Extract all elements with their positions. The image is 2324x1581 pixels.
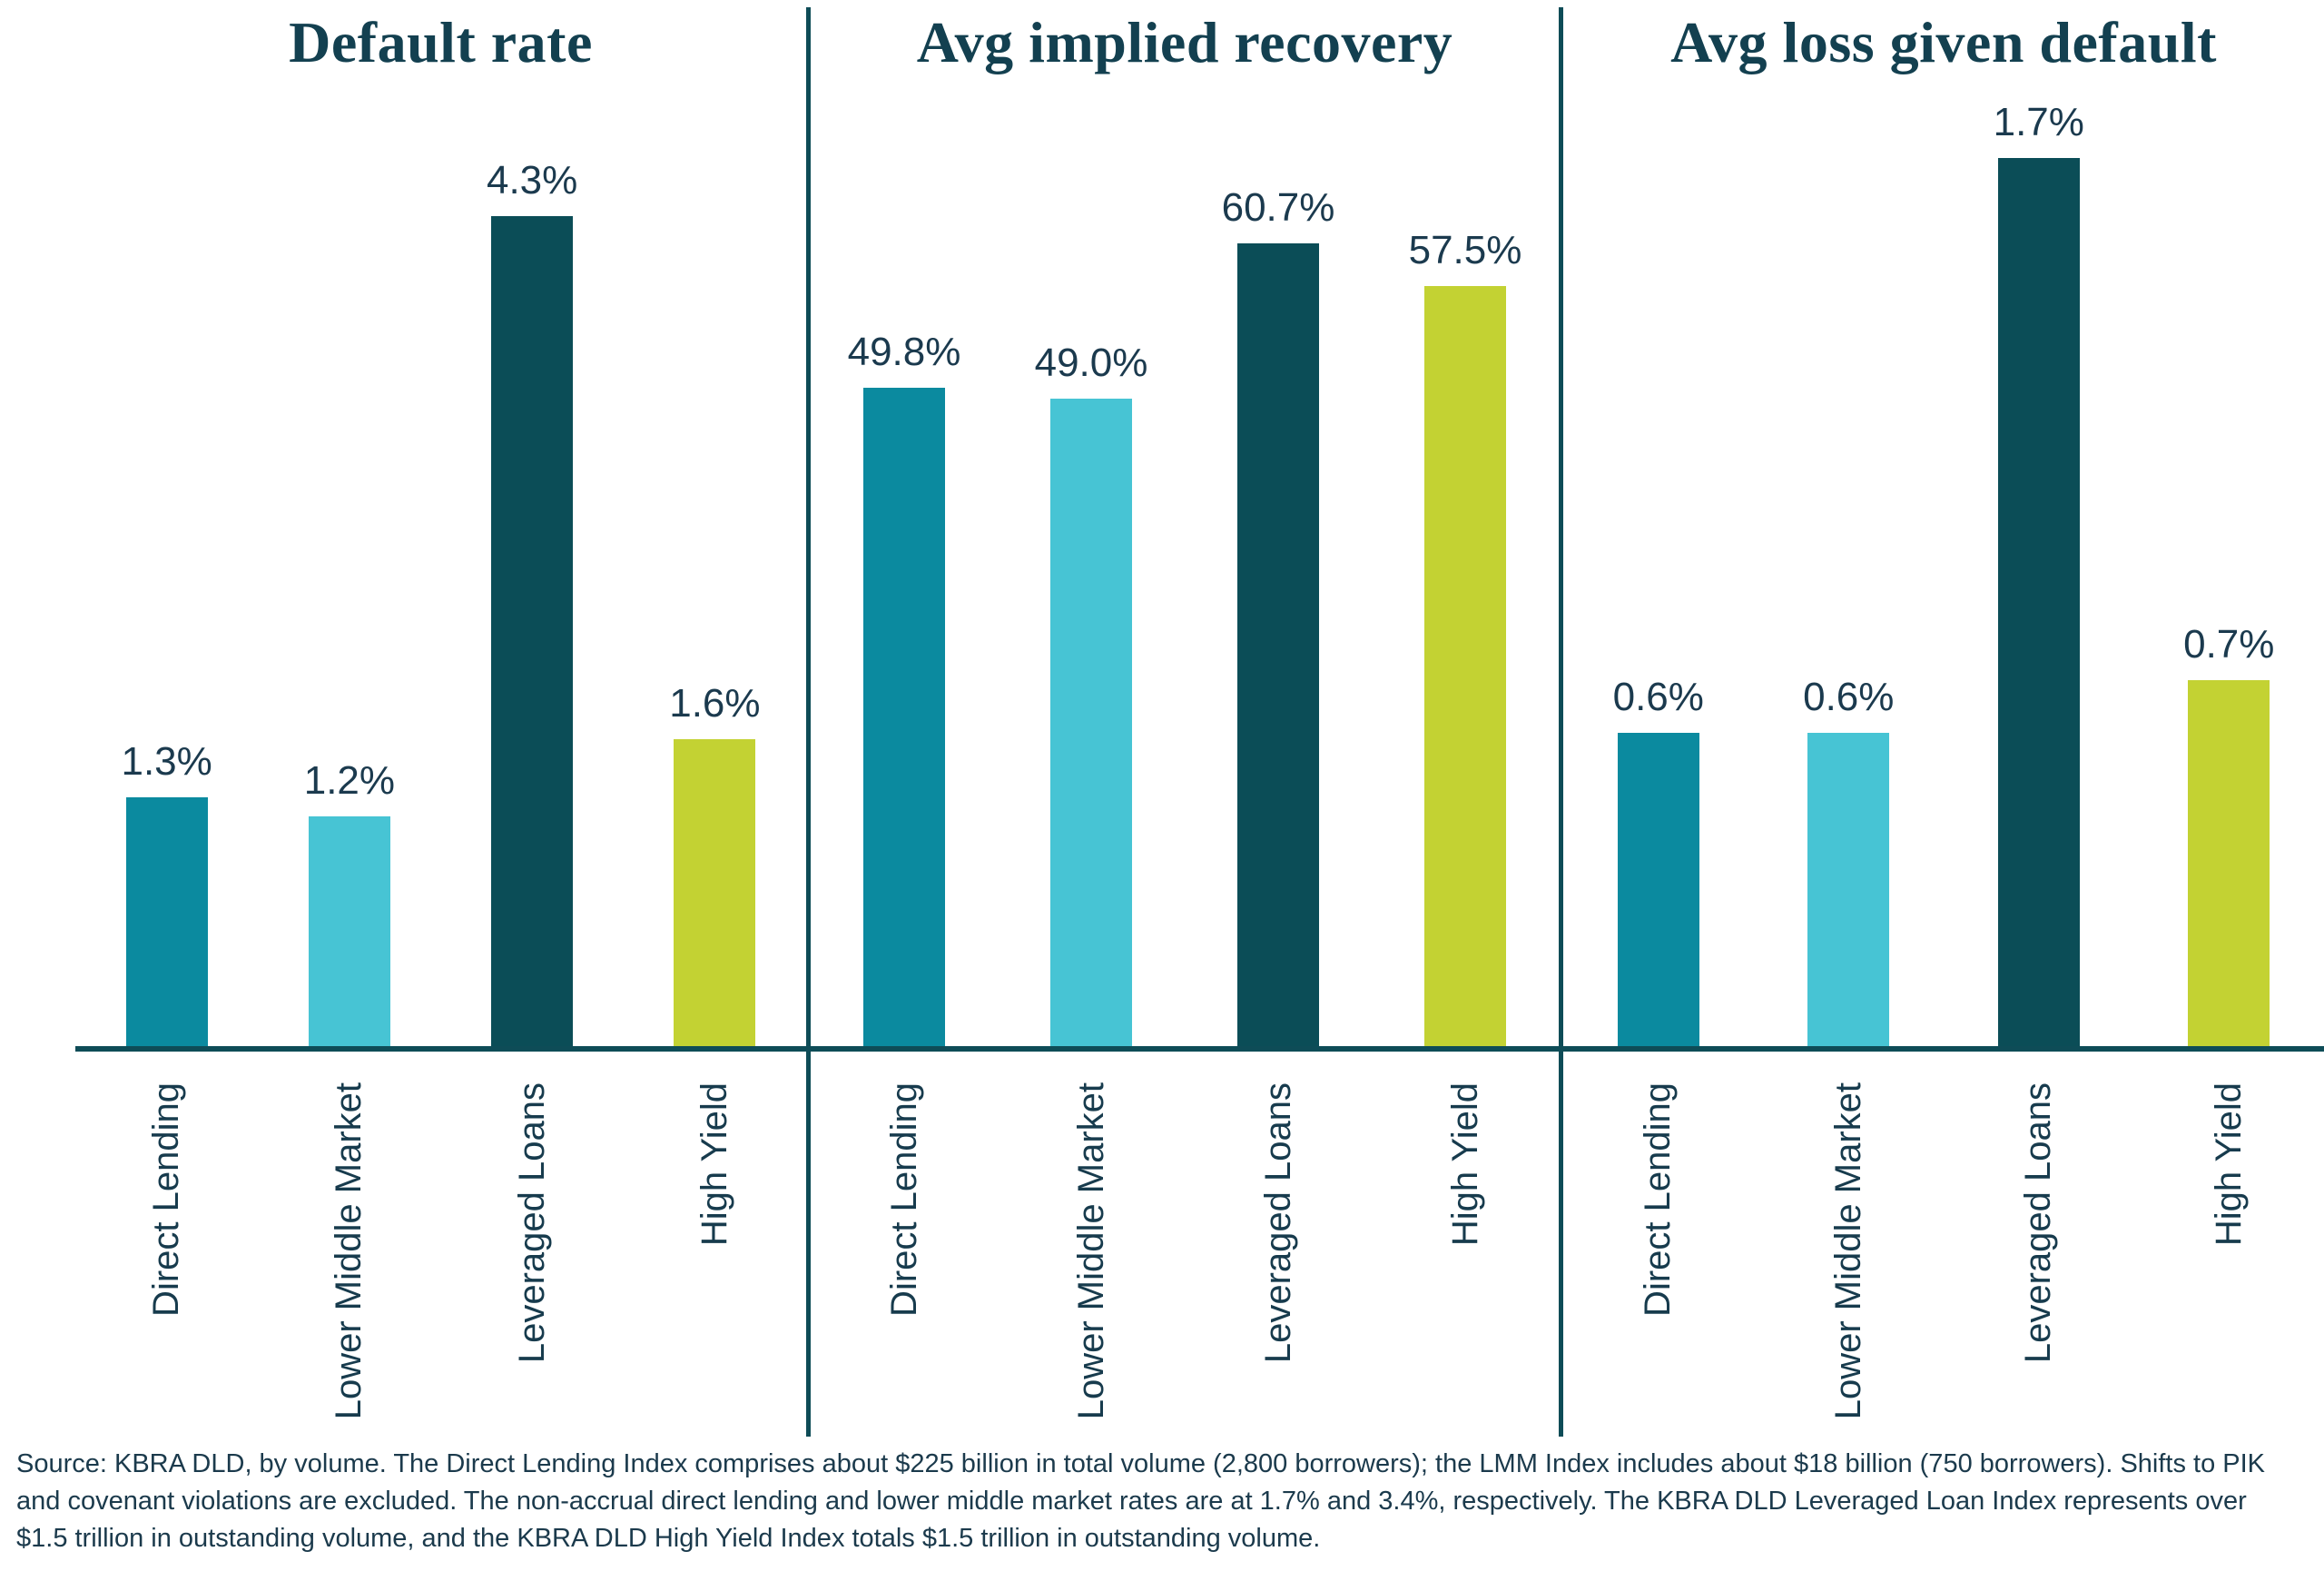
bar-direct-lending [125, 797, 208, 1049]
category-label: Leveraged Loans [2018, 1082, 2059, 1364]
bar-leveraged-loans [491, 216, 574, 1049]
value-label: 1.7% [1993, 100, 2084, 144]
category-labels-row-2: Direct Lending Lower Middle Market Leverag… [811, 1082, 1559, 1419]
category-slot: High Yield [624, 1082, 806, 1246]
bar-slot: 0.6% [1563, 100, 1754, 1049]
category-slot: Leveraged Loans [441, 1082, 624, 1363]
bar-leveraged-loans [1237, 243, 1319, 1049]
category-slot: High Yield [2134, 1082, 2324, 1246]
bar-high-yield [2188, 680, 2270, 1049]
value-label: 1.3% [121, 739, 212, 784]
category-labels-row-1: Direct Lending Lower Middle Market Leverag… [75, 1082, 806, 1419]
panel-title-1: Default rate [289, 10, 593, 74]
value-label: 4.3% [486, 158, 578, 203]
bar-slot: 1.3% [75, 100, 258, 1049]
bar-high-yield [674, 739, 756, 1049]
bar-slot: 4.3% [441, 100, 624, 1049]
panel-divider-1 [806, 7, 811, 1437]
bar-lower-middle-market [1807, 733, 1890, 1049]
category-label: Lower Middle Market [1070, 1082, 1111, 1420]
value-label: 0.6% [1612, 675, 1704, 719]
bar-slot: 1.7% [1944, 100, 2134, 1049]
bar-slot: 0.7% [2134, 100, 2324, 1049]
bar-slot: 1.6% [624, 100, 806, 1049]
bar-leveraged-loans [1997, 158, 2080, 1049]
category-labels-row-3: Direct Lending Lower Middle Market Leverag… [1563, 1082, 2324, 1419]
bar-high-yield [1424, 286, 1506, 1049]
value-label: 49.8% [847, 330, 961, 374]
category-slot: Lower Middle Market [998, 1082, 1185, 1419]
category-slot: Direct Lending [75, 1082, 258, 1317]
category-label: Leveraged Loans [1257, 1082, 1298, 1364]
bar-slot: 49.0% [998, 100, 1185, 1049]
bar-lower-middle-market [308, 816, 390, 1049]
bar-lower-middle-market [1050, 399, 1132, 1049]
bar-direct-lending [863, 388, 945, 1049]
value-label: 60.7% [1221, 185, 1335, 230]
category-label: Lower Middle Market [329, 1082, 369, 1420]
bar-slot: 57.5% [1372, 100, 1559, 1049]
category-slot: Lower Middle Market [258, 1082, 440, 1419]
category-label: Direct Lending [1638, 1082, 1679, 1317]
category-slot: Direct Lending [1563, 1082, 1754, 1317]
category-slot: Leveraged Loans [1944, 1082, 2134, 1363]
value-label: 57.5% [1408, 228, 1522, 272]
category-label: Leveraged Loans [511, 1082, 552, 1364]
panel-title-2: Avg implied recovery [916, 10, 1453, 74]
bar-slot: 49.8% [811, 100, 998, 1049]
category-slot: Lower Middle Market [1754, 1082, 1945, 1419]
bars-row-2: 49.8% 49.0% 60.7% 57.5% [811, 100, 1559, 1049]
value-label: 1.2% [303, 758, 396, 803]
category-slot: High Yield [1372, 1082, 1559, 1246]
category-label: High Yield [694, 1082, 734, 1247]
bar-direct-lending [1617, 733, 1699, 1049]
value-label: 1.6% [669, 681, 761, 726]
bar-slot: 0.6% [1754, 100, 1945, 1049]
category-label: Direct Lending [883, 1082, 924, 1317]
panel-divider-2 [1559, 7, 1563, 1437]
value-label: 0.6% [1803, 675, 1895, 719]
bar-slot: 1.2% [258, 100, 440, 1049]
category-label: High Yield [2208, 1082, 2249, 1247]
bars-row-3: 0.6% 0.6% 1.7% 0.7% [1563, 100, 2324, 1049]
bar-slot: 60.7% [1185, 100, 1372, 1049]
category-slot: Direct Lending [811, 1082, 998, 1317]
panel-title-3: Avg loss given default [1670, 10, 2217, 74]
bars-row-1: 1.3% 1.2% 4.3% 1.6% [75, 100, 806, 1049]
category-label: Lower Middle Market [1827, 1082, 1868, 1420]
value-label: 49.0% [1034, 341, 1148, 385]
source-note: Source: KBRA DLD, by volume. The Direct … [16, 1449, 2266, 1554]
category-slot: Leveraged Loans [1185, 1082, 1372, 1363]
value-label: 0.7% [2183, 622, 2275, 667]
category-label: Direct Lending [146, 1082, 187, 1317]
category-label: High Yield [1444, 1082, 1485, 1247]
x-axis-line [75, 1046, 2324, 1052]
